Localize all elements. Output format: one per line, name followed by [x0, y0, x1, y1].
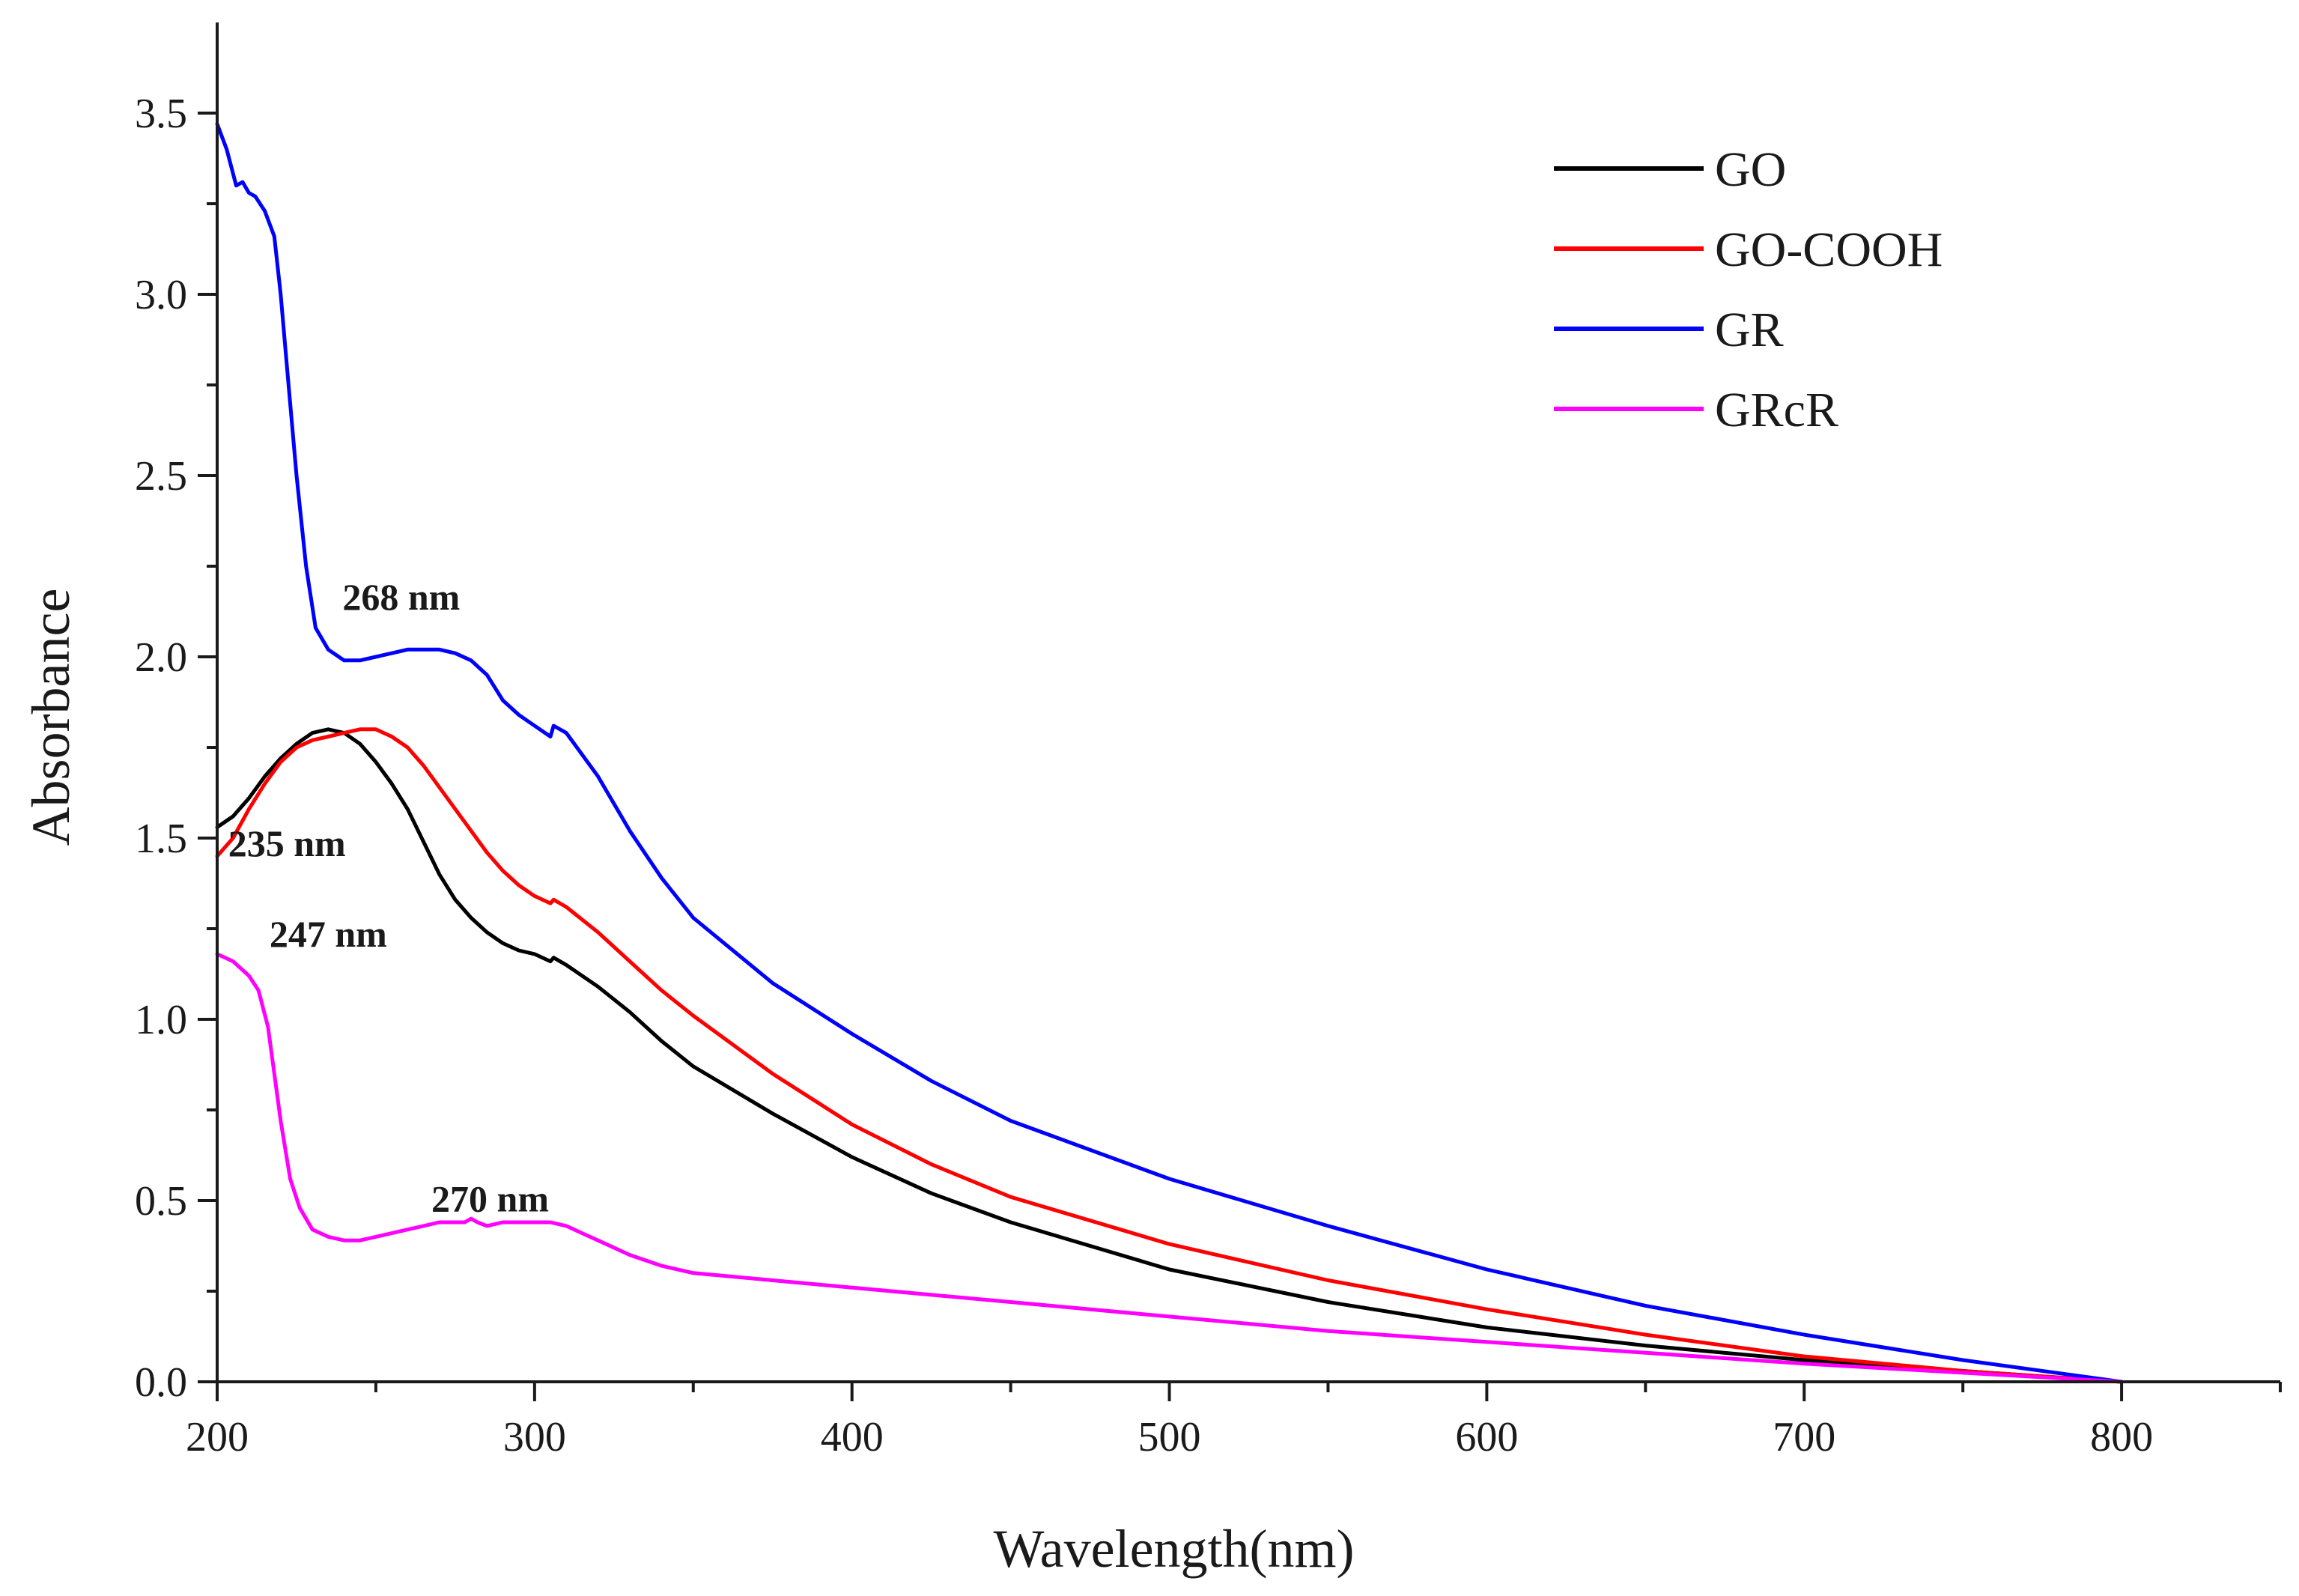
- y-tick-label: 2.5: [135, 453, 187, 500]
- x-tick-label: 200: [186, 1414, 249, 1460]
- x-tick-label: 500: [1138, 1414, 1201, 1460]
- legend-label: GR: [1715, 303, 1784, 357]
- x-tick-label: 300: [503, 1414, 566, 1460]
- legend: GO GO-COOH GR GRcR: [1554, 142, 1943, 437]
- x-ticks: 200 300 400 500 600 700 800: [186, 1382, 2282, 1460]
- peak-annotation: 235 nm: [228, 822, 346, 864]
- axes: [216, 22, 2280, 1383]
- y-tick-label: 1.0: [135, 997, 187, 1043]
- series-line-go: [215, 727, 2124, 1384]
- legend-label: GO-COOH: [1715, 222, 1943, 277]
- y-ticks: 0.0 0.5 1.0 1.5 2.0 2.5 3.0 3.5: [135, 91, 217, 1406]
- legend-label: GRcR: [1715, 383, 1838, 437]
- y-axis-title: Absorbance: [21, 589, 81, 846]
- y-tick-label: 3.5: [135, 91, 187, 137]
- x-tick-label: 400: [821, 1414, 884, 1460]
- x-tick-label: 800: [2090, 1414, 2153, 1460]
- y-tick-label: 2.0: [135, 634, 187, 681]
- x-tick-label: 700: [1773, 1414, 1835, 1460]
- y-tick-label: 0.5: [135, 1178, 187, 1225]
- x-axis-title: Wavelength(nm): [993, 1519, 1354, 1579]
- x-tick-label: 600: [1455, 1414, 1518, 1460]
- legend-label: GO: [1715, 142, 1786, 197]
- y-tick-label: 0.0: [135, 1359, 187, 1406]
- y-tick-label: 3.0: [135, 272, 187, 318]
- annotations: 235 nm 247 nm 268 nm 270 nm: [228, 576, 549, 1219]
- series-line-gr: [215, 122, 2124, 1384]
- series-line-go-cooh: [215, 727, 2124, 1384]
- peak-annotation: 247 nm: [270, 913, 387, 955]
- peak-annotation: 270 nm: [431, 1178, 549, 1220]
- series-line-grcr: [215, 952, 2124, 1384]
- y-tick-label: 1.5: [135, 816, 187, 862]
- peak-annotation: 268 nm: [342, 576, 460, 618]
- plot-lines: [215, 122, 2124, 1384]
